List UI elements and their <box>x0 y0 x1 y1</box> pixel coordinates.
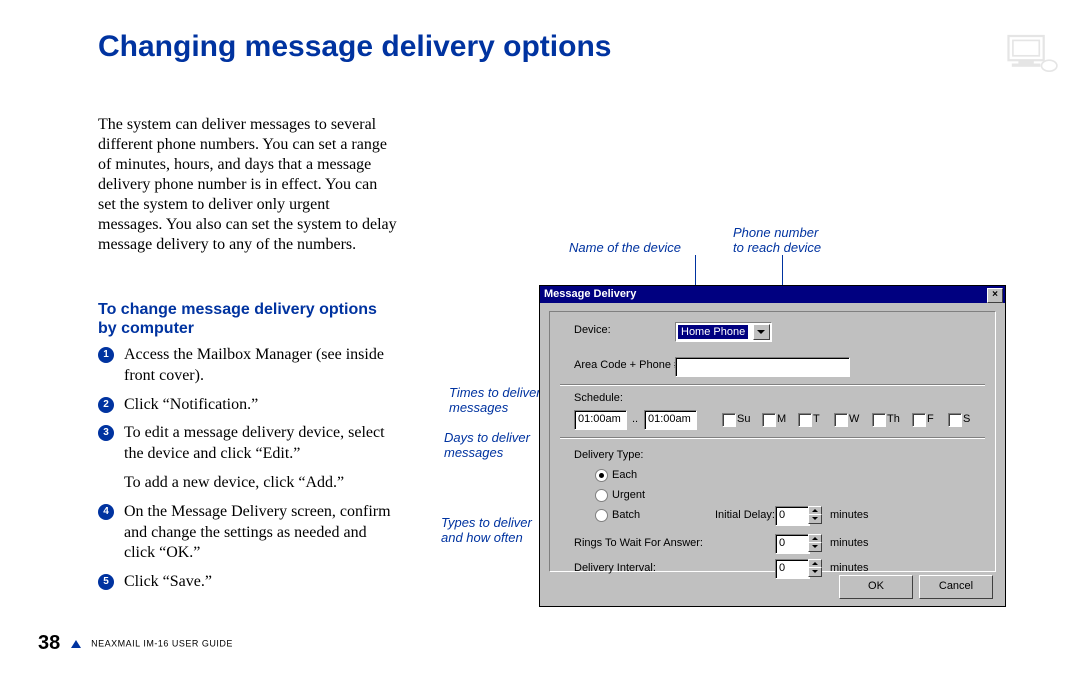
dialog-titlebar: Message Delivery × <box>540 286 1005 303</box>
day-su-label: Su <box>737 413 750 425</box>
interval-spinner[interactable] <box>808 559 822 577</box>
guide-name: NEAXMAIL IM-16 USER GUIDE <box>91 639 233 649</box>
callout-days-line1: Days to deliver <box>444 430 530 445</box>
day-th-checkbox[interactable] <box>872 413 886 427</box>
initial-delay-units: minutes <box>830 509 869 521</box>
phone-label: Area Code + Phone #: <box>574 359 683 371</box>
callout-types-line2: and how often <box>441 530 523 545</box>
day-t-label: T <box>813 413 820 425</box>
day-f-checkbox[interactable] <box>912 413 926 427</box>
computer-icon <box>1003 30 1058 75</box>
interval-units: minutes <box>830 562 869 574</box>
day-th-label: Th <box>887 413 900 425</box>
radio-each[interactable] <box>595 469 608 482</box>
step-5: 5 Click “Save.” <box>98 572 398 593</box>
radio-urgent[interactable] <box>595 489 608 502</box>
day-m-checkbox[interactable] <box>762 413 776 427</box>
interval-input[interactable]: 0 <box>775 559 810 579</box>
step-text: Access the Mailbox Manager (see inside f… <box>124 346 384 384</box>
page-footer: 38 NEAXMAIL IM-16 USER GUIDE <box>38 632 233 655</box>
callout-types-line1: Types to deliver <box>441 515 532 530</box>
step-bullet: 1 <box>98 347 114 363</box>
radio-each-label: Each <box>612 469 637 481</box>
device-label: Device: <box>574 324 611 336</box>
page-number: 38 <box>38 632 60 654</box>
radio-batch-label: Batch <box>612 509 640 521</box>
step-text: On the Message Delivery screen, confirm … <box>124 503 391 562</box>
day-s-label: S <box>963 413 970 425</box>
page-title: Changing message delivery options <box>98 30 611 64</box>
step-spacer <box>98 475 114 491</box>
step-2: 2 Click “Notification.” <box>98 395 398 416</box>
time-separator: .. <box>632 413 638 425</box>
triangle-icon <box>71 640 81 648</box>
step-text: Click “Notification.” <box>124 396 258 413</box>
ok-button[interactable]: OK <box>839 575 913 599</box>
step-bullet: 2 <box>98 397 114 413</box>
day-w-checkbox[interactable] <box>834 413 848 427</box>
step-bullet: 5 <box>98 574 114 590</box>
cancel-button[interactable]: Cancel <box>919 575 993 599</box>
day-w-label: W <box>849 413 859 425</box>
step-text: To edit a message delivery device, selec… <box>124 424 385 462</box>
day-t-checkbox[interactable] <box>798 413 812 427</box>
phone-input[interactable] <box>675 357 850 377</box>
callout-times-line1: Times to deliver <box>449 385 541 400</box>
callout-phone-number-line1: Phone number <box>733 225 818 240</box>
initial-delay-label: Initial Delay: <box>715 509 775 521</box>
day-m-label: M <box>777 413 786 425</box>
callout-name-of-device: Name of the device <box>569 240 681 255</box>
day-f-label: F <box>927 413 934 425</box>
day-su-checkbox[interactable] <box>722 413 736 427</box>
step-text: To add a new device, click “Add.” <box>124 474 344 491</box>
day-s-checkbox[interactable] <box>948 413 962 427</box>
steps-list: 1 Access the Mailbox Manager (see inside… <box>98 345 398 601</box>
radio-batch[interactable] <box>595 509 608 522</box>
callout-phone-number-line2: to reach device <box>733 240 821 255</box>
initial-delay-spinner[interactable] <box>808 506 822 524</box>
separator <box>560 437 985 439</box>
step-3b: To add a new device, click “Add.” <box>98 473 398 494</box>
dialog-groupbox: Device: Home Phone Area Code + Phone #: … <box>549 311 996 572</box>
close-button[interactable]: × <box>987 288 1003 303</box>
step-text: Click “Save.” <box>124 573 212 590</box>
delivery-type-label: Delivery Type: <box>574 449 644 461</box>
separator <box>560 384 985 386</box>
device-selected: Home Phone <box>678 325 748 339</box>
step-bullet: 3 <box>98 425 114 441</box>
step-1: 1 Access the Mailbox Manager (see inside… <box>98 345 398 387</box>
rings-units: minutes <box>830 537 869 549</box>
time-to-input[interactable]: 01:00am <box>644 410 697 430</box>
step-bullet: 4 <box>98 504 114 520</box>
interval-label: Delivery Interval: <box>574 562 656 574</box>
combo-arrow-icon[interactable] <box>753 324 770 340</box>
initial-delay-input[interactable]: 0 <box>775 506 810 526</box>
message-delivery-dialog: Message Delivery × Device: Home Phone Ar… <box>539 285 1006 607</box>
dialog-title: Message Delivery <box>544 288 636 300</box>
step-3: 3 To edit a message delivery device, sel… <box>98 423 398 465</box>
rings-label: Rings To Wait For Answer: <box>574 537 703 549</box>
callout-times-line2: messages <box>449 400 508 415</box>
radio-urgent-label: Urgent <box>612 489 645 501</box>
callout-days-line2: messages <box>444 445 503 460</box>
schedule-label: Schedule: <box>574 392 623 404</box>
procedure-heading: To change message delivery options by co… <box>98 300 398 338</box>
step-4: 4 On the Message Delivery screen, confir… <box>98 502 398 564</box>
intro-paragraph: The system can deliver messages to sever… <box>98 115 398 255</box>
time-from-input[interactable]: 01:00am <box>574 410 627 430</box>
rings-input[interactable]: 0 <box>775 534 810 554</box>
device-combo[interactable]: Home Phone <box>675 322 772 342</box>
rings-spinner[interactable] <box>808 534 822 552</box>
